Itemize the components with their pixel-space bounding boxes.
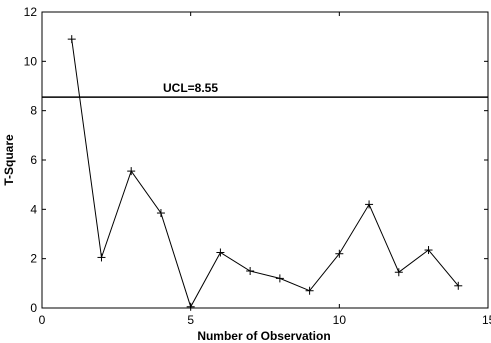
series-line [71,39,459,309]
data-point [424,246,433,255]
series-markers [67,35,463,311]
ucl-label: UCL=8.55 [163,81,218,95]
y-tick-label: 4 [30,202,37,216]
data-point [275,274,284,283]
data-point [246,267,255,275]
data-point [454,281,463,290]
y-axis-title: T-Square [2,134,16,186]
x-tick-label: 5 [187,313,194,327]
axis-ticks [41,11,489,309]
y-tick-label: 6 [30,153,37,167]
plot-frame [41,11,489,309]
y-tick-label: 2 [30,252,37,266]
x-tick-label: 0 [39,313,46,327]
data-point [186,302,195,311]
data-point [216,248,225,257]
x-tick-label: 10 [333,313,347,327]
y-tick-label: 0 [30,301,37,315]
axis-tick-labels: 0 5 10 15 0 2 4 6 8 10 12 [24,5,491,327]
data-point [67,35,76,44]
data-point [394,268,403,277]
data-point [156,209,165,218]
y-tick-label: 12 [24,5,38,19]
y-tick-label: 10 [24,54,38,68]
data-point [305,286,314,295]
y-tick-label: 8 [30,104,37,118]
data-point [97,253,106,262]
data-point [127,167,136,176]
x-axis-title: Number of Observation [197,329,330,343]
x-tick-label: 15 [482,313,491,327]
data-point [335,249,344,258]
data-point [365,200,374,209]
